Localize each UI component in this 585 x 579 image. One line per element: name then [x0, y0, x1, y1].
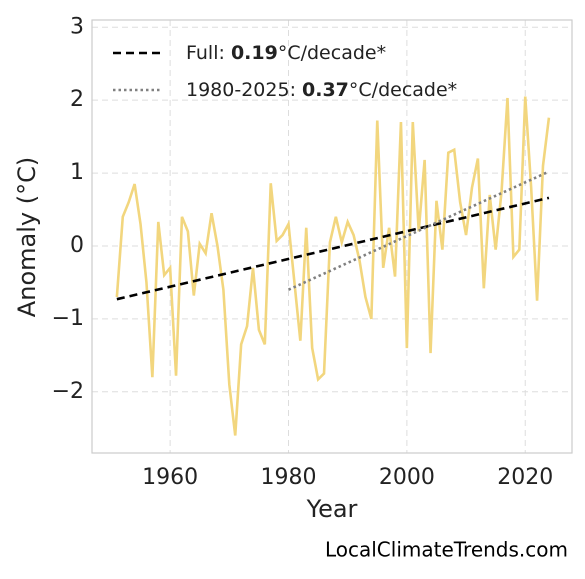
watermark: LocalClimateTrends.com [325, 538, 568, 562]
legend-label-part: 0.19 [231, 42, 278, 64]
y-axis-label: Anomaly (°C) [13, 157, 41, 317]
trend-line [116, 196, 550, 301]
x-tick-label: 2020 [497, 465, 553, 490]
y-tick-label: 3 [70, 14, 84, 39]
legend-label-part: °C/decade* [349, 79, 457, 101]
data-line [115, 96, 551, 436]
plot-frame [91, 19, 573, 454]
legend-label-part: °C/decade* [278, 42, 386, 64]
x-tick-label: 1980 [260, 465, 316, 490]
x-tick-label: 2000 [379, 465, 435, 490]
y-tick-label: 0 [70, 233, 84, 258]
legend-label: Full: 0.19°C/decade* [186, 42, 386, 64]
y-tick-label: −1 [52, 306, 84, 331]
legend-label-part: Full: [186, 42, 231, 64]
trend-line [287, 170, 550, 291]
legend-label-part: 0.37 [302, 79, 349, 101]
x-tick-label: 1960 [142, 465, 198, 490]
y-tick-label: −2 [52, 379, 84, 404]
x-axis-label: Year [306, 495, 358, 523]
legend-label: 1980-2025: 0.37°C/decade* [186, 79, 457, 101]
y-tick-label: 2 [70, 87, 84, 112]
legend-label-part: 1980-2025: [186, 79, 302, 101]
y-tick-label: 1 [70, 160, 84, 185]
